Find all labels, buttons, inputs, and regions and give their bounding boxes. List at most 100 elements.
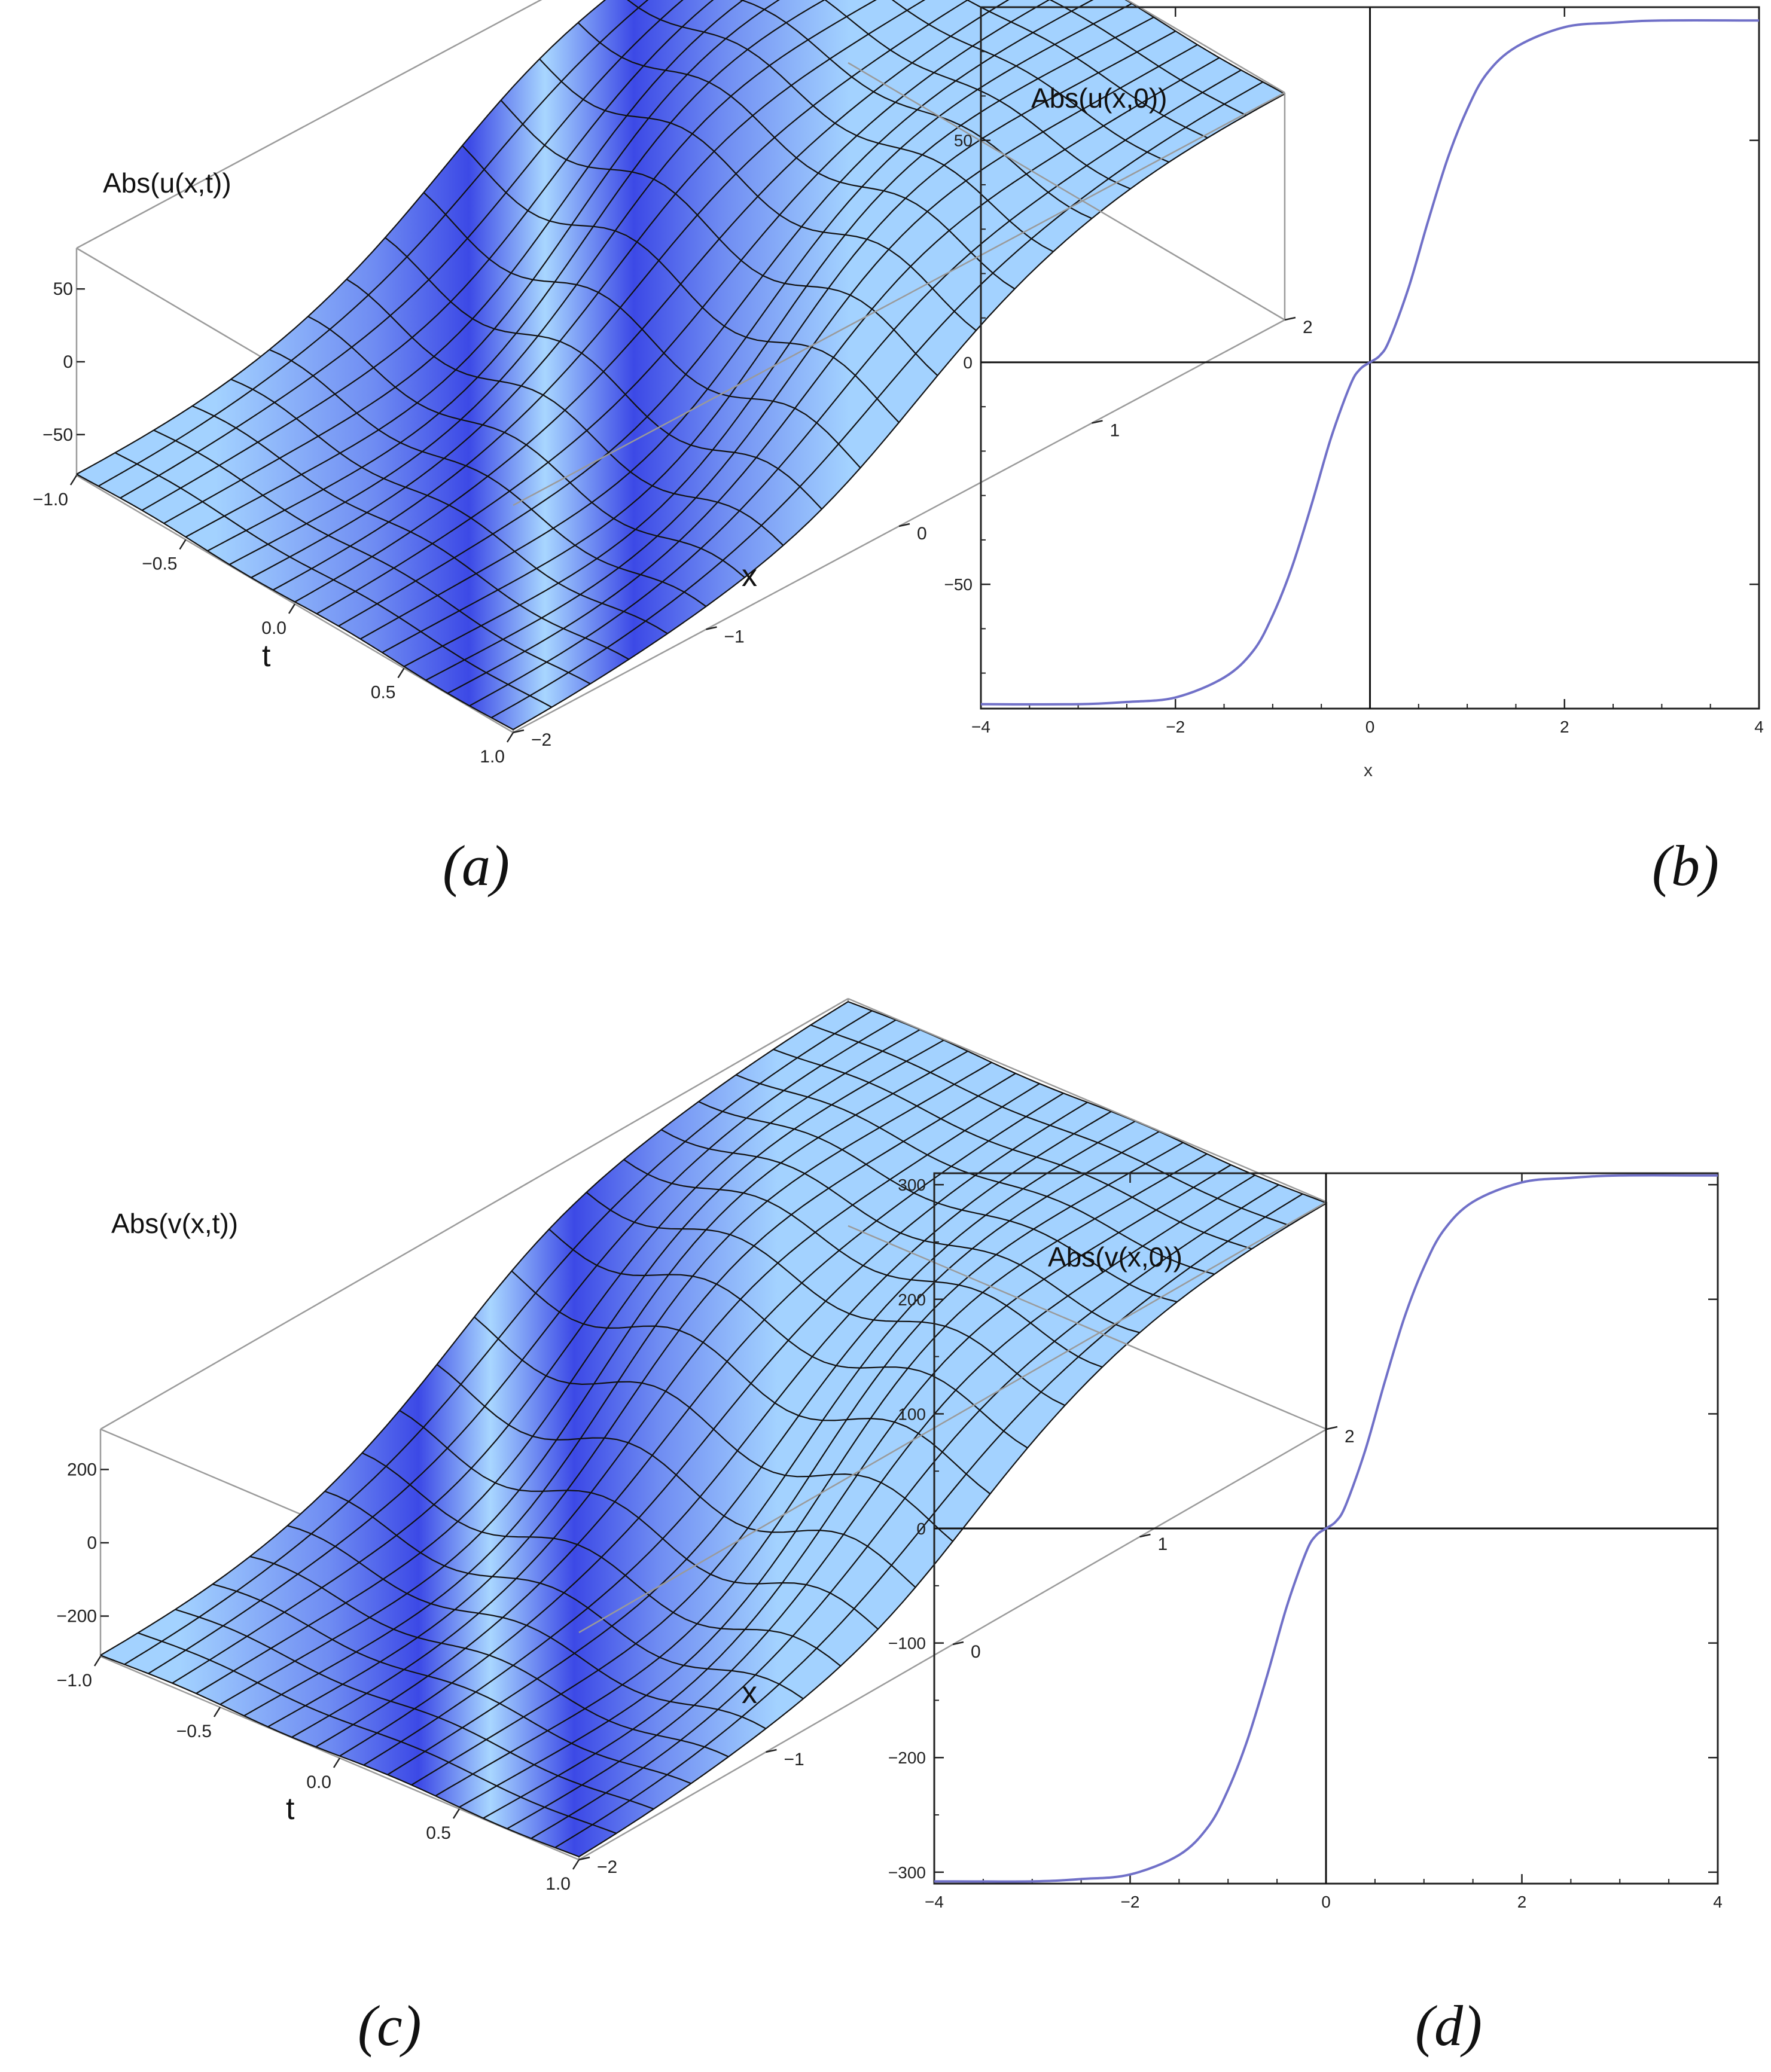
panel-c-surface-patch (723, 1084, 784, 1118)
panel-a-surface-patch (429, 238, 489, 302)
panel-c-surface-patch (751, 1340, 812, 1403)
panel-a-t-axis-label: t (262, 639, 271, 673)
panel-a-surface-patch (560, 292, 620, 353)
panel-c-surface-patch (447, 1406, 509, 1469)
panel-c-surface-patch (839, 1220, 901, 1266)
panel-c-surface-patch (505, 1490, 567, 1537)
panel-c-surface-patch (809, 1418, 871, 1476)
panel-a-surface-patch (785, 232, 845, 286)
panel-c-surface-patch (502, 1583, 564, 1625)
panel-c-surface-patch (298, 1546, 359, 1588)
panel-c-surface-patch (714, 1383, 775, 1451)
panel-c-x-tick-label: −1 (784, 1750, 804, 1769)
panel-c-surface-patch (818, 1115, 880, 1150)
panel-a-surface-patch (868, 10, 929, 50)
panel-a-surface-patch (577, 231, 637, 292)
panel-a-surface-patch (501, 59, 562, 124)
panel-a-mesh-line-x (141, 0, 714, 511)
panel-a-surface-patch (922, 125, 983, 166)
panel-a-surface-patch (812, 295, 872, 358)
panel-c-t-tick (213, 1707, 221, 1717)
panel-c-surface-patch (972, 1220, 1034, 1255)
panel-c-mesh-line-x (315, 1093, 1064, 1748)
panel-a-surface-patch (291, 329, 352, 376)
panel-a-surface-patch (538, 285, 599, 341)
panel-a-surface-patch (917, 81, 978, 117)
panel-c-surface-patch (407, 1566, 468, 1604)
panel-a-surface-patch (712, 398, 773, 453)
panel-c-surface-patch (821, 1042, 883, 1073)
panel-c-surface-patch (612, 1595, 673, 1644)
panel-a-t-tick-label: −0.5 (142, 554, 177, 574)
panel-c-surface-patch (1132, 1176, 1194, 1210)
panel-c-surface-patch (519, 1438, 581, 1491)
panel-a-z-tick-label: 0 (63, 352, 73, 372)
panel-c-surface-patch (711, 1528, 772, 1582)
panel-a-surface-patch (927, 181, 988, 231)
panel-c-surface-patch (394, 1603, 455, 1638)
panel-c-surface-patch (573, 1210, 635, 1266)
panel-c-surface-patch (577, 1502, 639, 1558)
panel-a-surface-patch (900, 116, 961, 155)
panel-c-surface-patch (311, 1502, 373, 1547)
panel-c-surface-patch (798, 1365, 860, 1421)
panel-c-x-tick (766, 1748, 777, 1753)
panel-c-surface-patch (244, 1694, 306, 1727)
panel-c-surface-patch (1068, 1270, 1129, 1312)
panel-a-surface-patch (575, 518, 636, 559)
panel-a-surface-patch (761, 486, 822, 546)
panel-b-caption: (b) (1652, 834, 1719, 898)
panel-a-surface-patch (786, 0, 847, 40)
panel-a-surface-patch (1142, 80, 1203, 116)
panel-c-mesh-line-x (507, 1174, 1255, 1830)
panel-a-surface-patch (544, 99, 605, 160)
panel-a-surface-patch (889, 211, 949, 267)
panel-a-surface-patch (641, 541, 701, 582)
panel-d-y-tick-label: 100 (898, 1405, 926, 1423)
panel-a-surface-patch (758, 158, 818, 215)
panel-a-z-tick-label: 50 (53, 279, 73, 299)
panel-c-surface-patch (598, 1643, 660, 1685)
panel-c-surface-patch (634, 1183, 696, 1228)
panel-c-surface-patch (537, 1653, 599, 1694)
panel-a-mesh-line-x (272, 0, 969, 591)
panel-a-x-tick (706, 626, 717, 630)
panel-a-surface-patch (434, 319, 495, 370)
panel-c-t-tick-label: −1.0 (57, 1671, 92, 1690)
panel-c-surface-patch (532, 1383, 594, 1440)
panel-c-caption: (c) (358, 1994, 422, 2058)
panel-a-surface-patch (685, 326, 746, 389)
panel-c-surface-patch (1041, 1357, 1102, 1406)
panel-a-surface-patch (362, 443, 422, 479)
panel-a-surface-patch (756, 408, 817, 469)
panel-c-surface-patch (969, 1305, 1031, 1354)
panel-a-surface-patch (892, 0, 925, 11)
panel-d-y-tick-label: 300 (898, 1176, 926, 1194)
panel-a-surface-patch (346, 237, 407, 295)
panel-c-surface-patch (335, 1516, 397, 1563)
panel-a-surface-patch (934, 46, 995, 81)
panel-c-surface-patch (404, 1643, 465, 1676)
panel-c-surface-patch (745, 1583, 806, 1631)
panel-c-mesh-line-x (483, 1164, 1232, 1819)
panel-a-surface-patch (416, 557, 476, 596)
panel-c-surface-patch (812, 1314, 874, 1366)
panel-a-surface-patch (1060, 72, 1120, 110)
panel-c-surface-patch (831, 1082, 893, 1115)
panel-c-surface-patch (499, 1679, 561, 1717)
panel-a-surface-patch (510, 462, 570, 509)
panel-a-surface-patch (779, 173, 840, 227)
panel-c-x-tick-label: 1 (1158, 1534, 1168, 1554)
panel-a-mesh-line-x (359, 2, 1133, 640)
panel-a-surface-patch (768, 286, 828, 343)
panel-c-surface-patch (773, 1025, 835, 1058)
panel-c-surface-patch (594, 1326, 656, 1384)
panel-c-surface-patch (388, 1751, 449, 1785)
panel-c-surface-patch (287, 1491, 349, 1534)
panel-c-surface-patch (353, 1701, 414, 1734)
panel-c-surface-patch (343, 1662, 404, 1693)
panel-a-surface-patch (977, 66, 1038, 101)
panel-c-surface-patch (764, 1283, 826, 1341)
panel-c-surface-patch (257, 1661, 319, 1695)
panel-a-caption: (a) (443, 834, 510, 898)
